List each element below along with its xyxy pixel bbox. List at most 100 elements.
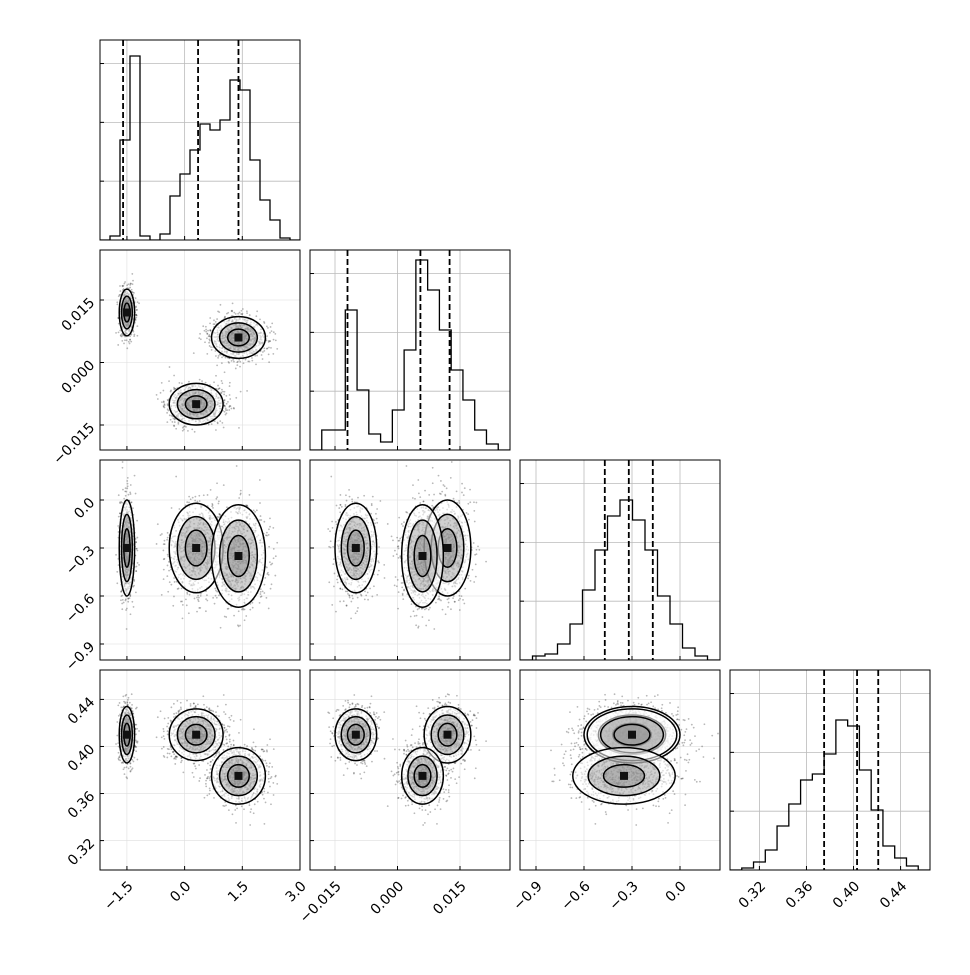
- sample-point: [255, 363, 257, 365]
- sample-point: [268, 341, 270, 343]
- sample-point: [237, 313, 239, 315]
- sample-point: [223, 400, 225, 402]
- sample-point: [211, 349, 213, 351]
- sample-point: [260, 591, 262, 593]
- sample-point: [167, 554, 169, 556]
- sample-point: [164, 540, 166, 542]
- sample-point: [246, 310, 248, 312]
- sample-point: [240, 490, 242, 492]
- sample-point: [266, 325, 268, 327]
- sample-point: [206, 333, 208, 335]
- sample-point: [167, 403, 169, 405]
- sample-point: [163, 578, 165, 580]
- sample-point: [216, 482, 218, 484]
- sample-point: [188, 612, 190, 614]
- sample-point: [160, 534, 162, 536]
- sample-point: [224, 406, 226, 408]
- sample-point: [239, 312, 241, 314]
- sample-point: [173, 425, 175, 427]
- histogram-p0: [100, 56, 300, 240]
- sample-point: [130, 493, 132, 495]
- sample-point: [128, 494, 130, 496]
- sample-point: [218, 355, 220, 357]
- sample-point: [220, 304, 222, 306]
- sample-point: [249, 609, 251, 611]
- sample-point: [215, 595, 217, 597]
- sample-point: [136, 520, 138, 522]
- sample-point: [242, 308, 244, 310]
- sample-point: [218, 311, 220, 313]
- sample-point: [264, 584, 266, 586]
- sample-point: [198, 337, 200, 339]
- sample-point: [127, 601, 129, 603]
- sample-point: [266, 348, 268, 350]
- sample-point: [215, 321, 217, 323]
- sample-point: [181, 587, 183, 589]
- sample-point: [204, 341, 206, 343]
- sample-point: [122, 467, 124, 469]
- sample-point: [268, 353, 270, 355]
- sample-point: [224, 391, 226, 393]
- sample-point: [222, 391, 224, 393]
- density-peak: [234, 334, 242, 342]
- sample-point: [218, 503, 220, 505]
- sample-point: [173, 375, 175, 377]
- sample-point: [268, 534, 270, 536]
- sample-point: [204, 330, 206, 332]
- sample-point: [236, 465, 238, 467]
- sample-point: [229, 398, 231, 400]
- sample-point: [167, 591, 169, 593]
- sample-point: [236, 364, 238, 366]
- sample-point: [264, 577, 266, 579]
- sample-point: [178, 382, 180, 384]
- sample-point: [174, 581, 176, 583]
- sample-point: [136, 548, 138, 550]
- sample-point: [262, 358, 264, 360]
- sample-point: [263, 521, 265, 523]
- sample-point: [216, 364, 218, 366]
- sample-point: [238, 497, 240, 499]
- sample-point: [276, 542, 278, 544]
- sample-point: [188, 381, 190, 383]
- sample-point: [161, 533, 163, 535]
- panel-1-1: [310, 250, 510, 450]
- sample-point: [191, 428, 193, 430]
- sample-point: [216, 318, 218, 320]
- sample-point: [270, 347, 272, 349]
- sample-point: [275, 339, 277, 341]
- sample-point: [269, 332, 271, 334]
- sample-point: [266, 335, 268, 337]
- sample-point: [224, 411, 226, 413]
- sample-point: [239, 625, 241, 627]
- sample-point: [251, 360, 253, 362]
- sample-point: [133, 335, 135, 337]
- sample-point: [137, 301, 139, 303]
- sample-point: [268, 608, 270, 610]
- sample-point: [136, 566, 138, 568]
- sample-point: [226, 506, 228, 508]
- sample-point: [167, 399, 169, 401]
- sample-point: [212, 507, 214, 509]
- sample-point: [259, 318, 261, 320]
- sample-point: [198, 607, 200, 609]
- sample-point: [126, 628, 128, 630]
- sample-point: [132, 507, 134, 509]
- sample-point: [256, 355, 258, 357]
- sample-point: [174, 419, 176, 421]
- sample-point: [228, 361, 230, 363]
- sample-point: [173, 596, 175, 598]
- sample-point: [199, 500, 201, 502]
- sample-point: [240, 391, 242, 393]
- sample-point: [244, 619, 246, 621]
- sample-point: [167, 565, 169, 567]
- sample-point: [199, 333, 201, 335]
- sample-point: [269, 561, 271, 563]
- sample-point: [219, 354, 221, 356]
- sample-point: [124, 339, 126, 341]
- sample-point: [255, 315, 257, 317]
- sample-point: [164, 543, 166, 545]
- sample-point: [215, 375, 217, 377]
- sample-point: [217, 357, 219, 359]
- sample-point: [267, 572, 269, 574]
